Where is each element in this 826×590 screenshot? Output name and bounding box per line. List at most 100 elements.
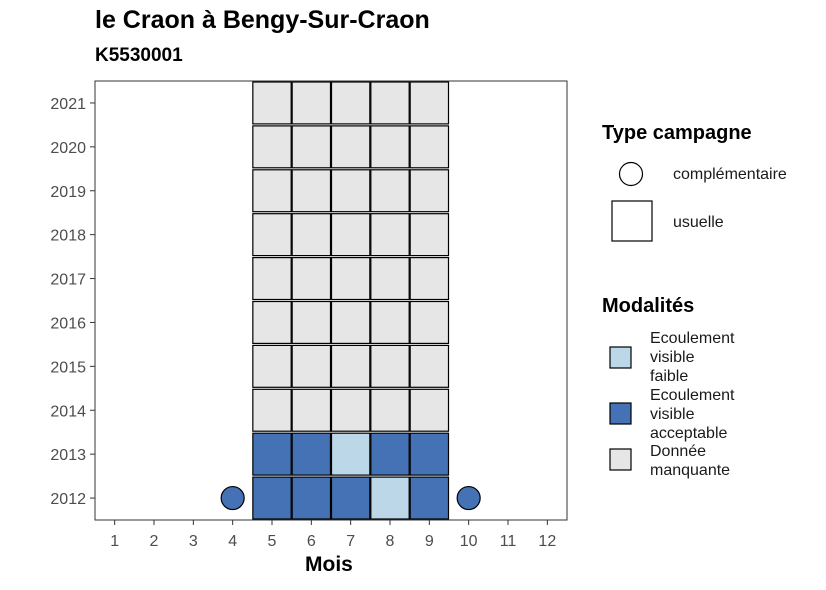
legend-label-acceptable: Ecoulement visible acceptable	[650, 386, 735, 443]
legend-label-usuelle: usuelle	[673, 214, 724, 231]
cell-2017-5-donnee-manquante	[252, 257, 292, 301]
cell-2013-7-ecoulement-visible-faible	[330, 432, 371, 476]
x-tick-label-1: 1	[110, 533, 119, 550]
cell-2017-6-donnee-manquante	[291, 257, 332, 301]
y-tick-label-2012: 2012	[50, 491, 86, 508]
cell-2015-9-donnee-manquante	[409, 344, 450, 388]
cell-2014-5-donnee-manquante	[252, 388, 292, 432]
cell-2012-7-ecoulement-visible-acceptable	[330, 476, 371, 520]
cell-2012-6-ecoulement-visible-acceptable	[291, 476, 332, 520]
plot-panel-border	[94, 80, 568, 521]
y-tick-label-2016: 2016	[50, 315, 86, 332]
cell-2021-6-donnee-manquante	[291, 81, 332, 125]
cell-2014-9-donnee-manquante	[409, 388, 450, 432]
cell-2013-8-ecoulement-visible-acceptable	[370, 432, 410, 476]
legend-label-faible-line1: Ecoulement	[650, 330, 735, 347]
legend-label-faible-line3: faible	[650, 368, 689, 385]
legend-title-modalites: Modalités	[602, 295, 695, 317]
cell-2020-7-donnee-manquante	[330, 125, 371, 169]
cell-2016-5-donnee-manquante	[252, 300, 292, 345]
x-axis-title: Mois	[305, 553, 353, 576]
x-tick-label-2: 2	[150, 533, 159, 550]
x-tick-label-4: 4	[228, 533, 237, 550]
cell-2021-8-donnee-manquante	[370, 81, 410, 125]
y-tick-label-2021: 2021	[50, 96, 86, 113]
legend-label-faible-line2: visible	[650, 349, 695, 366]
chart-title: le Craon à Bengy-Sur-Craon	[95, 6, 430, 34]
cell-2016-9-donnee-manquante	[409, 300, 450, 345]
cell-2014-8-donnee-manquante	[370, 388, 410, 432]
legend-key-faible	[609, 346, 632, 369]
cell-2016-7-donnee-manquante	[330, 300, 371, 345]
cell-2018-5-donnee-manquante	[252, 213, 292, 257]
cell-2015-7-donnee-manquante	[330, 344, 371, 388]
y-tick-label-2013: 2013	[50, 447, 86, 464]
cell-2018-8-donnee-manquante	[370, 213, 410, 257]
y-tick-label-2017: 2017	[50, 272, 86, 289]
cell-2021-7-donnee-manquante	[330, 81, 371, 125]
x-tick-label-3: 3	[189, 533, 198, 550]
cell-2016-6-donnee-manquante	[291, 300, 332, 345]
cell-2019-6-donnee-manquante	[291, 169, 332, 213]
x-tick-label-10: 10	[460, 533, 478, 550]
y-tick-label-2020: 2020	[50, 140, 86, 157]
legend-label-manquante: Donnée manquante	[650, 442, 730, 480]
y-tick-label-2014: 2014	[50, 403, 86, 420]
x-tick-label-5: 5	[268, 533, 277, 550]
cell-2018-6-donnee-manquante	[291, 213, 332, 257]
legend-label-acceptable-line3: acceptable	[650, 425, 728, 442]
marks-layer	[220, 81, 481, 520]
legend-key-manquante	[609, 448, 632, 471]
legend-title-type-campagne: Type campagne	[602, 122, 752, 144]
cell-2018-7-donnee-manquante	[330, 213, 371, 257]
cell-2019-9-donnee-manquante	[409, 169, 450, 213]
cell-2018-9-donnee-manquante	[409, 213, 450, 257]
cell-2019-7-donnee-manquante	[330, 169, 371, 213]
cell-2015-8-donnee-manquante	[370, 344, 410, 388]
cell-2015-6-donnee-manquante	[291, 344, 332, 388]
y-tick-label-2019: 2019	[50, 184, 86, 201]
legend-label-acceptable-line1: Ecoulement	[650, 387, 735, 404]
y-tick-label-2018: 2018	[50, 228, 86, 245]
cell-2019-5-donnee-manquante	[252, 169, 292, 213]
x-tick-label-9: 9	[425, 533, 434, 550]
cell-2012-9-ecoulement-visible-acceptable	[409, 476, 450, 520]
cell-2017-9-donnee-manquante	[409, 257, 450, 301]
chart-subtitle: K5530001	[95, 45, 183, 66]
legend-key-complementaire	[618, 161, 644, 187]
cell-2013-6-ecoulement-visible-acceptable	[291, 432, 332, 476]
legend-label-faible: Ecoulement visible faible	[650, 329, 735, 386]
cell-2014-7-donnee-manquante	[330, 388, 371, 432]
y-tick-label-2015: 2015	[50, 359, 86, 376]
x-tick-label-11: 11	[500, 533, 517, 550]
cell-2020-9-donnee-manquante	[409, 125, 450, 169]
cell-2017-8-donnee-manquante	[370, 257, 410, 301]
cell-2013-5-ecoulement-visible-acceptable	[252, 432, 292, 476]
cell-2021-9-donnee-manquante	[409, 81, 450, 125]
cell-2012-5-ecoulement-visible-acceptable	[252, 476, 292, 520]
cell-2021-5-donnee-manquante	[252, 81, 292, 125]
cell-2016-8-donnee-manquante	[370, 300, 410, 345]
cell-2012-8-ecoulement-visible-faible	[370, 476, 410, 520]
point-2012-10-complementaire	[456, 485, 481, 511]
cell-2020-8-donnee-manquante	[370, 125, 410, 169]
legend-label-manquante-line2: manquante	[650, 462, 731, 479]
x-tick-label-12: 12	[538, 533, 556, 550]
cell-2015-5-donnee-manquante	[252, 344, 292, 388]
point-2012-4-complementaire	[220, 485, 245, 511]
cell-2017-7-donnee-manquante	[330, 257, 371, 301]
legend-label-complementaire: complémentaire	[673, 166, 787, 183]
cell-2020-5-donnee-manquante	[252, 125, 292, 169]
x-tick-label-6: 6	[307, 533, 316, 550]
cell-2014-6-donnee-manquante	[291, 388, 332, 432]
cell-2020-6-donnee-manquante	[291, 125, 332, 169]
axis-layer: 2012 2013 2014 2015 2016 2017 2018 2019 2020 2021…	[50, 96, 556, 550]
legend-layer	[609, 161, 653, 471]
cell-2013-9-ecoulement-visible-acceptable	[409, 432, 450, 476]
x-tick-label-8: 8	[386, 533, 395, 550]
x-tick-label-7: 7	[346, 533, 355, 550]
legend-label-manquante-line1: Donnée	[650, 443, 707, 460]
legend-key-usuelle	[611, 200, 653, 242]
legend-key-acceptable	[609, 402, 632, 425]
